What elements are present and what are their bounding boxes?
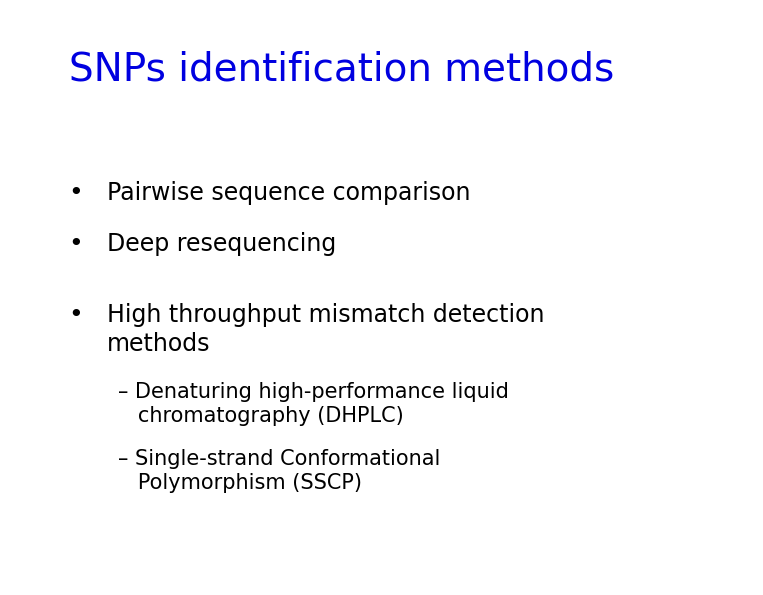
Text: •: •: [69, 232, 83, 256]
Text: Pairwise sequence comparison: Pairwise sequence comparison: [107, 181, 470, 205]
Text: – Denaturing high-performance liquid
   chromatography (DHPLC): – Denaturing high-performance liquid chr…: [118, 382, 509, 426]
Text: Deep resequencing: Deep resequencing: [107, 232, 336, 256]
Text: High throughput mismatch detection
methods: High throughput mismatch detection metho…: [107, 303, 544, 356]
Text: SNPs identification methods: SNPs identification methods: [69, 51, 614, 89]
Text: •: •: [69, 181, 83, 205]
Text: – Single-strand Conformational
   Polymorphism (SSCP): – Single-strand Conformational Polymorph…: [118, 449, 441, 493]
Text: •: •: [69, 303, 83, 327]
